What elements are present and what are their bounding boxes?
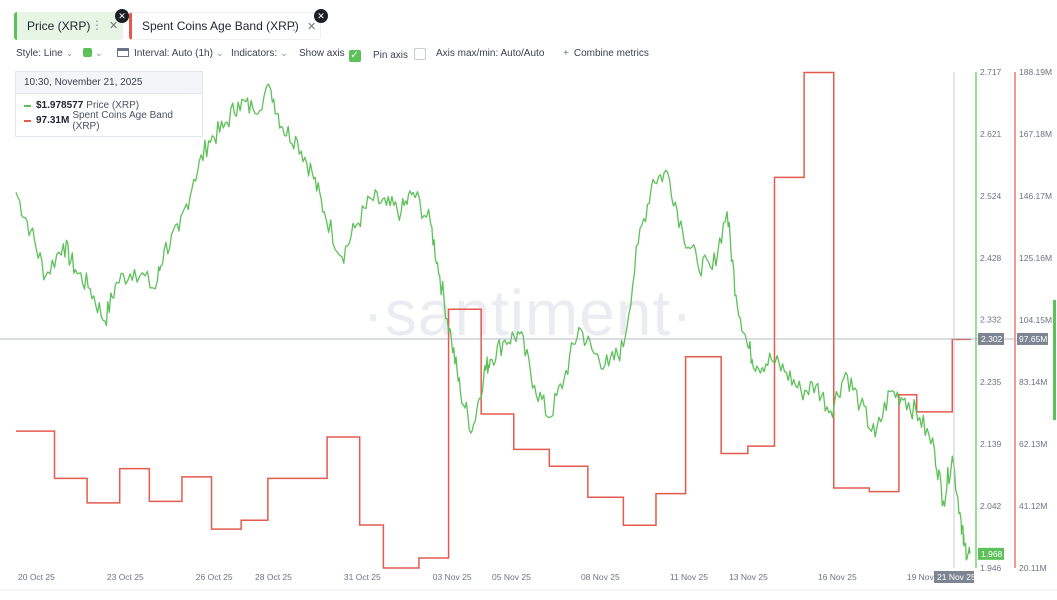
spent-tick-label: 125.16M xyxy=(1019,253,1052,263)
price-series-line xyxy=(15,83,971,561)
spent-tick-label: 104.15M xyxy=(1019,315,1052,325)
kebab-menu-icon[interactable]: ⋮ xyxy=(91,18,103,32)
plus-icon: + xyxy=(563,48,569,59)
tooltip-row-price: $1.978577 Price (XRP) xyxy=(16,98,202,113)
crosshair-date-label: 21 Nov 25 xyxy=(937,572,976,582)
price-tick-label: 2.042 xyxy=(980,501,1002,511)
price-tick-label: 2.621 xyxy=(980,129,1002,139)
combine-metrics-button[interactable]: + Combine metrics xyxy=(563,48,649,59)
chart-toolbar: Style: Line ⌄ ⌄ Interval: Auto (1h) ⌄ Indi… xyxy=(0,44,1057,66)
legend-line-icon xyxy=(24,104,31,107)
price-tick-label: 2.235 xyxy=(980,377,1002,387)
style-select[interactable]: Style: Line ⌄ xyxy=(16,48,74,59)
tab-spent-coins-label: Spent Coins Age Band (XRP) xyxy=(142,19,299,33)
crosshair-spent-label: 97.65M xyxy=(1019,334,1047,344)
x-tick-label: 28 Oct 25 xyxy=(255,572,292,582)
tab-price-label: Price (XRP) xyxy=(27,19,91,33)
hover-tooltip: 10:30, November 21, 2025 $1.978577 Price… xyxy=(15,71,203,137)
spent-tick-label: 62.13M xyxy=(1019,439,1047,449)
last-price-label: 1.968 xyxy=(981,549,1003,559)
spent-tick-label: 83.14M xyxy=(1019,377,1047,387)
show-axis-toggle[interactable]: Show axis ✓ xyxy=(299,48,361,62)
crosshair-date-badge xyxy=(934,571,974,583)
x-tick-label: 26 Oct 25 xyxy=(196,572,233,582)
close-icon[interactable]: ✕ xyxy=(109,20,119,32)
remove-metric-button[interactable]: ✕ xyxy=(314,9,328,23)
tab-price-xrp[interactable]: Price (XRP) ⋮ ✕ xyxy=(14,12,123,40)
crosshair-price-badge xyxy=(978,332,1004,345)
x-tick-label: 08 Nov 25 xyxy=(581,572,620,582)
interval-select[interactable]: Interval: Auto (1h) ⌄ xyxy=(117,48,223,59)
spent-tick-label: 41.12M xyxy=(1019,501,1047,511)
watermark: ·santiment· xyxy=(362,277,693,349)
spent-tick-label: 20.11M xyxy=(1019,563,1047,573)
indicators-select[interactable]: Indicators: ⌄ xyxy=(231,48,288,59)
chevron-down-icon: ⌄ xyxy=(65,48,74,58)
x-tick-label: 19 Nov 25 xyxy=(907,572,946,582)
spent-tick-label: 146.17M xyxy=(1019,191,1052,201)
price-tick-label: 2.524 xyxy=(980,191,1002,201)
spent-coins-series-line xyxy=(16,71,971,569)
spent-tick-label: 188.19M xyxy=(1019,67,1052,77)
x-tick-label: 05 Nov 25 xyxy=(492,572,531,582)
chevron-down-icon: ⌄ xyxy=(95,48,103,58)
tab-spent-coins[interactable]: Spent Coins Age Band (XRP) ⋮ ✕ xyxy=(129,12,321,40)
price-tick-label: 2.717 xyxy=(980,67,1002,77)
x-tick-label: 23 Oct 25 xyxy=(107,572,144,582)
pin-axis-toggle[interactable]: Pin axis xyxy=(373,48,427,61)
x-tick-label: 11 Nov 25 xyxy=(670,572,708,582)
scroll-indicator xyxy=(1053,300,1056,420)
tooltip-timestamp: 10:30, November 21, 2025 xyxy=(16,72,202,94)
tooltip-row-spent: 97.31M Spent Coins Age Band (XRP) xyxy=(16,110,202,132)
color-swatch-icon xyxy=(83,48,92,57)
last-price-badge xyxy=(978,547,1004,560)
kebab-menu-icon[interactable]: ⋮ xyxy=(288,19,300,33)
price-tick-label: 2.428 xyxy=(980,253,1002,263)
checkbox-checked-icon[interactable]: ✓ xyxy=(348,50,361,62)
x-tick-label: 13 Nov 25 xyxy=(729,572,768,582)
x-tick-label: 20 Oct 25 xyxy=(18,572,55,582)
price-tick-label: 1.946 xyxy=(980,563,1002,573)
chevron-down-icon: ⌄ xyxy=(280,48,288,58)
crosshair-price-label: 2.302 xyxy=(981,334,1003,344)
price-tick-label: 2.332 xyxy=(980,315,1002,325)
price-tick-label: 2.139 xyxy=(980,439,1002,449)
checkbox-unchecked-icon[interactable] xyxy=(414,48,427,60)
calendar-icon xyxy=(117,48,129,57)
color-select[interactable]: ⌄ xyxy=(83,48,103,59)
chevron-down-icon: ⌄ xyxy=(215,48,224,58)
metric-tabs: Price (XRP) ⋮ ✕ ✕ Spent Coins Age Band (… xyxy=(0,0,1057,44)
spent-tick-label: 167.18M xyxy=(1019,129,1052,139)
x-tick-label: 31 Oct 25 xyxy=(344,572,381,582)
crosshair-spent-badge xyxy=(1017,332,1048,345)
axis-maxmin-select[interactable]: Axis max/min: Auto/Auto xyxy=(436,48,545,59)
x-tick-label: 16 Nov 25 xyxy=(818,572,857,582)
close-icon[interactable]: ✕ xyxy=(307,21,317,33)
legend-line-icon xyxy=(24,119,31,122)
x-tick-label: 03 Nov 25 xyxy=(433,572,472,582)
remove-metric-button[interactable]: ✕ xyxy=(115,9,129,23)
